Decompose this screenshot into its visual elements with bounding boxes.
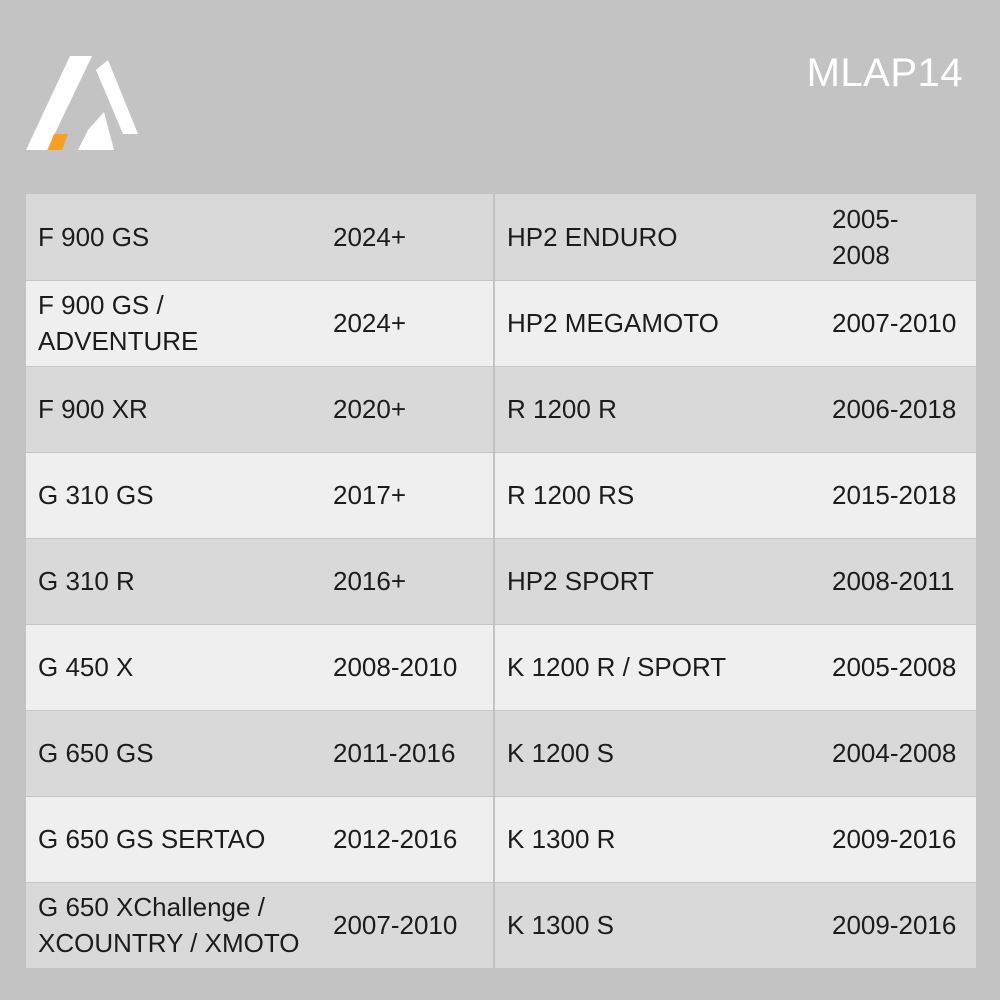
- model-name: HP2 SPORT: [494, 538, 820, 625]
- model-name: K 1300 R: [494, 796, 820, 883]
- model-name: R 1200 RS: [494, 452, 820, 539]
- model-name: G 650 GS SERTAO: [26, 796, 321, 883]
- model-name: K 1300 S: [494, 882, 820, 968]
- table-row: F 900 XR 2020+ R 1200 R 2006-2018: [26, 366, 976, 453]
- model-name: R 1200 R: [494, 366, 820, 453]
- model-name: F 900 GS / ADVENTURE: [26, 280, 321, 367]
- table-row: G 450 X 2008-2010 K 1200 R / SPORT 2005-200…: [26, 624, 976, 711]
- model-years: 2008-2010: [321, 624, 495, 711]
- model-years: 2005- 2008: [820, 194, 976, 281]
- model-years: 2007-2010: [321, 882, 495, 968]
- model-name: K 1200 R / SPORT: [494, 624, 820, 711]
- model-name: G 450 X: [26, 624, 321, 711]
- fitment-table: F 900 GS 2024+ HP2 ENDURO 2005- 2008 F 900 G…: [26, 194, 976, 968]
- model-years: 2004-2008: [820, 710, 976, 797]
- model-years: 2016+: [321, 538, 495, 625]
- table-row: G 310 R 2016+ HP2 SPORT 2008-2011: [26, 538, 976, 625]
- model-years: 2009-2016: [820, 882, 976, 968]
- model-name: G 310 R: [26, 538, 321, 625]
- model-years: 2017+: [321, 452, 495, 539]
- model-years: 2007-2010: [820, 280, 976, 367]
- model-years: 2024+: [321, 194, 495, 281]
- table-row: G 650 GS 2011-2016 K 1200 S 2004-2008: [26, 710, 976, 797]
- model-name: G 310 GS: [26, 452, 321, 539]
- table-row: G 650 XChallenge / XCOUNTRY / XMOTO 2007-…: [26, 882, 976, 968]
- brand-logo-icon: [26, 56, 138, 150]
- model-years: 2012-2016: [321, 796, 495, 883]
- table-row: G 310 GS 2017+ R 1200 RS 2015-2018: [26, 452, 976, 539]
- model-name: HP2 ENDURO: [494, 194, 820, 281]
- model-name: G 650 XChallenge / XCOUNTRY / XMOTO: [26, 882, 321, 968]
- model-name: HP2 MEGAMOTO: [494, 280, 820, 367]
- model-name: G 650 GS: [26, 710, 321, 797]
- model-years: 2006-2018: [820, 366, 976, 453]
- product-code: MLAP14: [806, 51, 963, 95]
- model-years: 2005-2008: [820, 624, 976, 711]
- model-years: 2008-2011: [820, 538, 976, 625]
- model-years: 2024+: [321, 280, 495, 367]
- table-row: F 900 GS / ADVENTURE 2024+ HP2 MEGAMOTO 200…: [26, 280, 976, 367]
- model-years: 2020+: [321, 366, 495, 453]
- model-name: F 900 GS: [26, 194, 321, 281]
- model-years: 2011-2016: [321, 710, 495, 797]
- table-row: G 650 GS SERTAO 2012-2016 K 1300 R 2009-201…: [26, 796, 976, 883]
- model-years: 2015-2018: [820, 452, 976, 539]
- model-years: 2009-2016: [820, 796, 976, 883]
- model-name: F 900 XR: [26, 366, 321, 453]
- model-name: K 1200 S: [494, 710, 820, 797]
- table-row: F 900 GS 2024+ HP2 ENDURO 2005- 2008: [26, 194, 976, 281]
